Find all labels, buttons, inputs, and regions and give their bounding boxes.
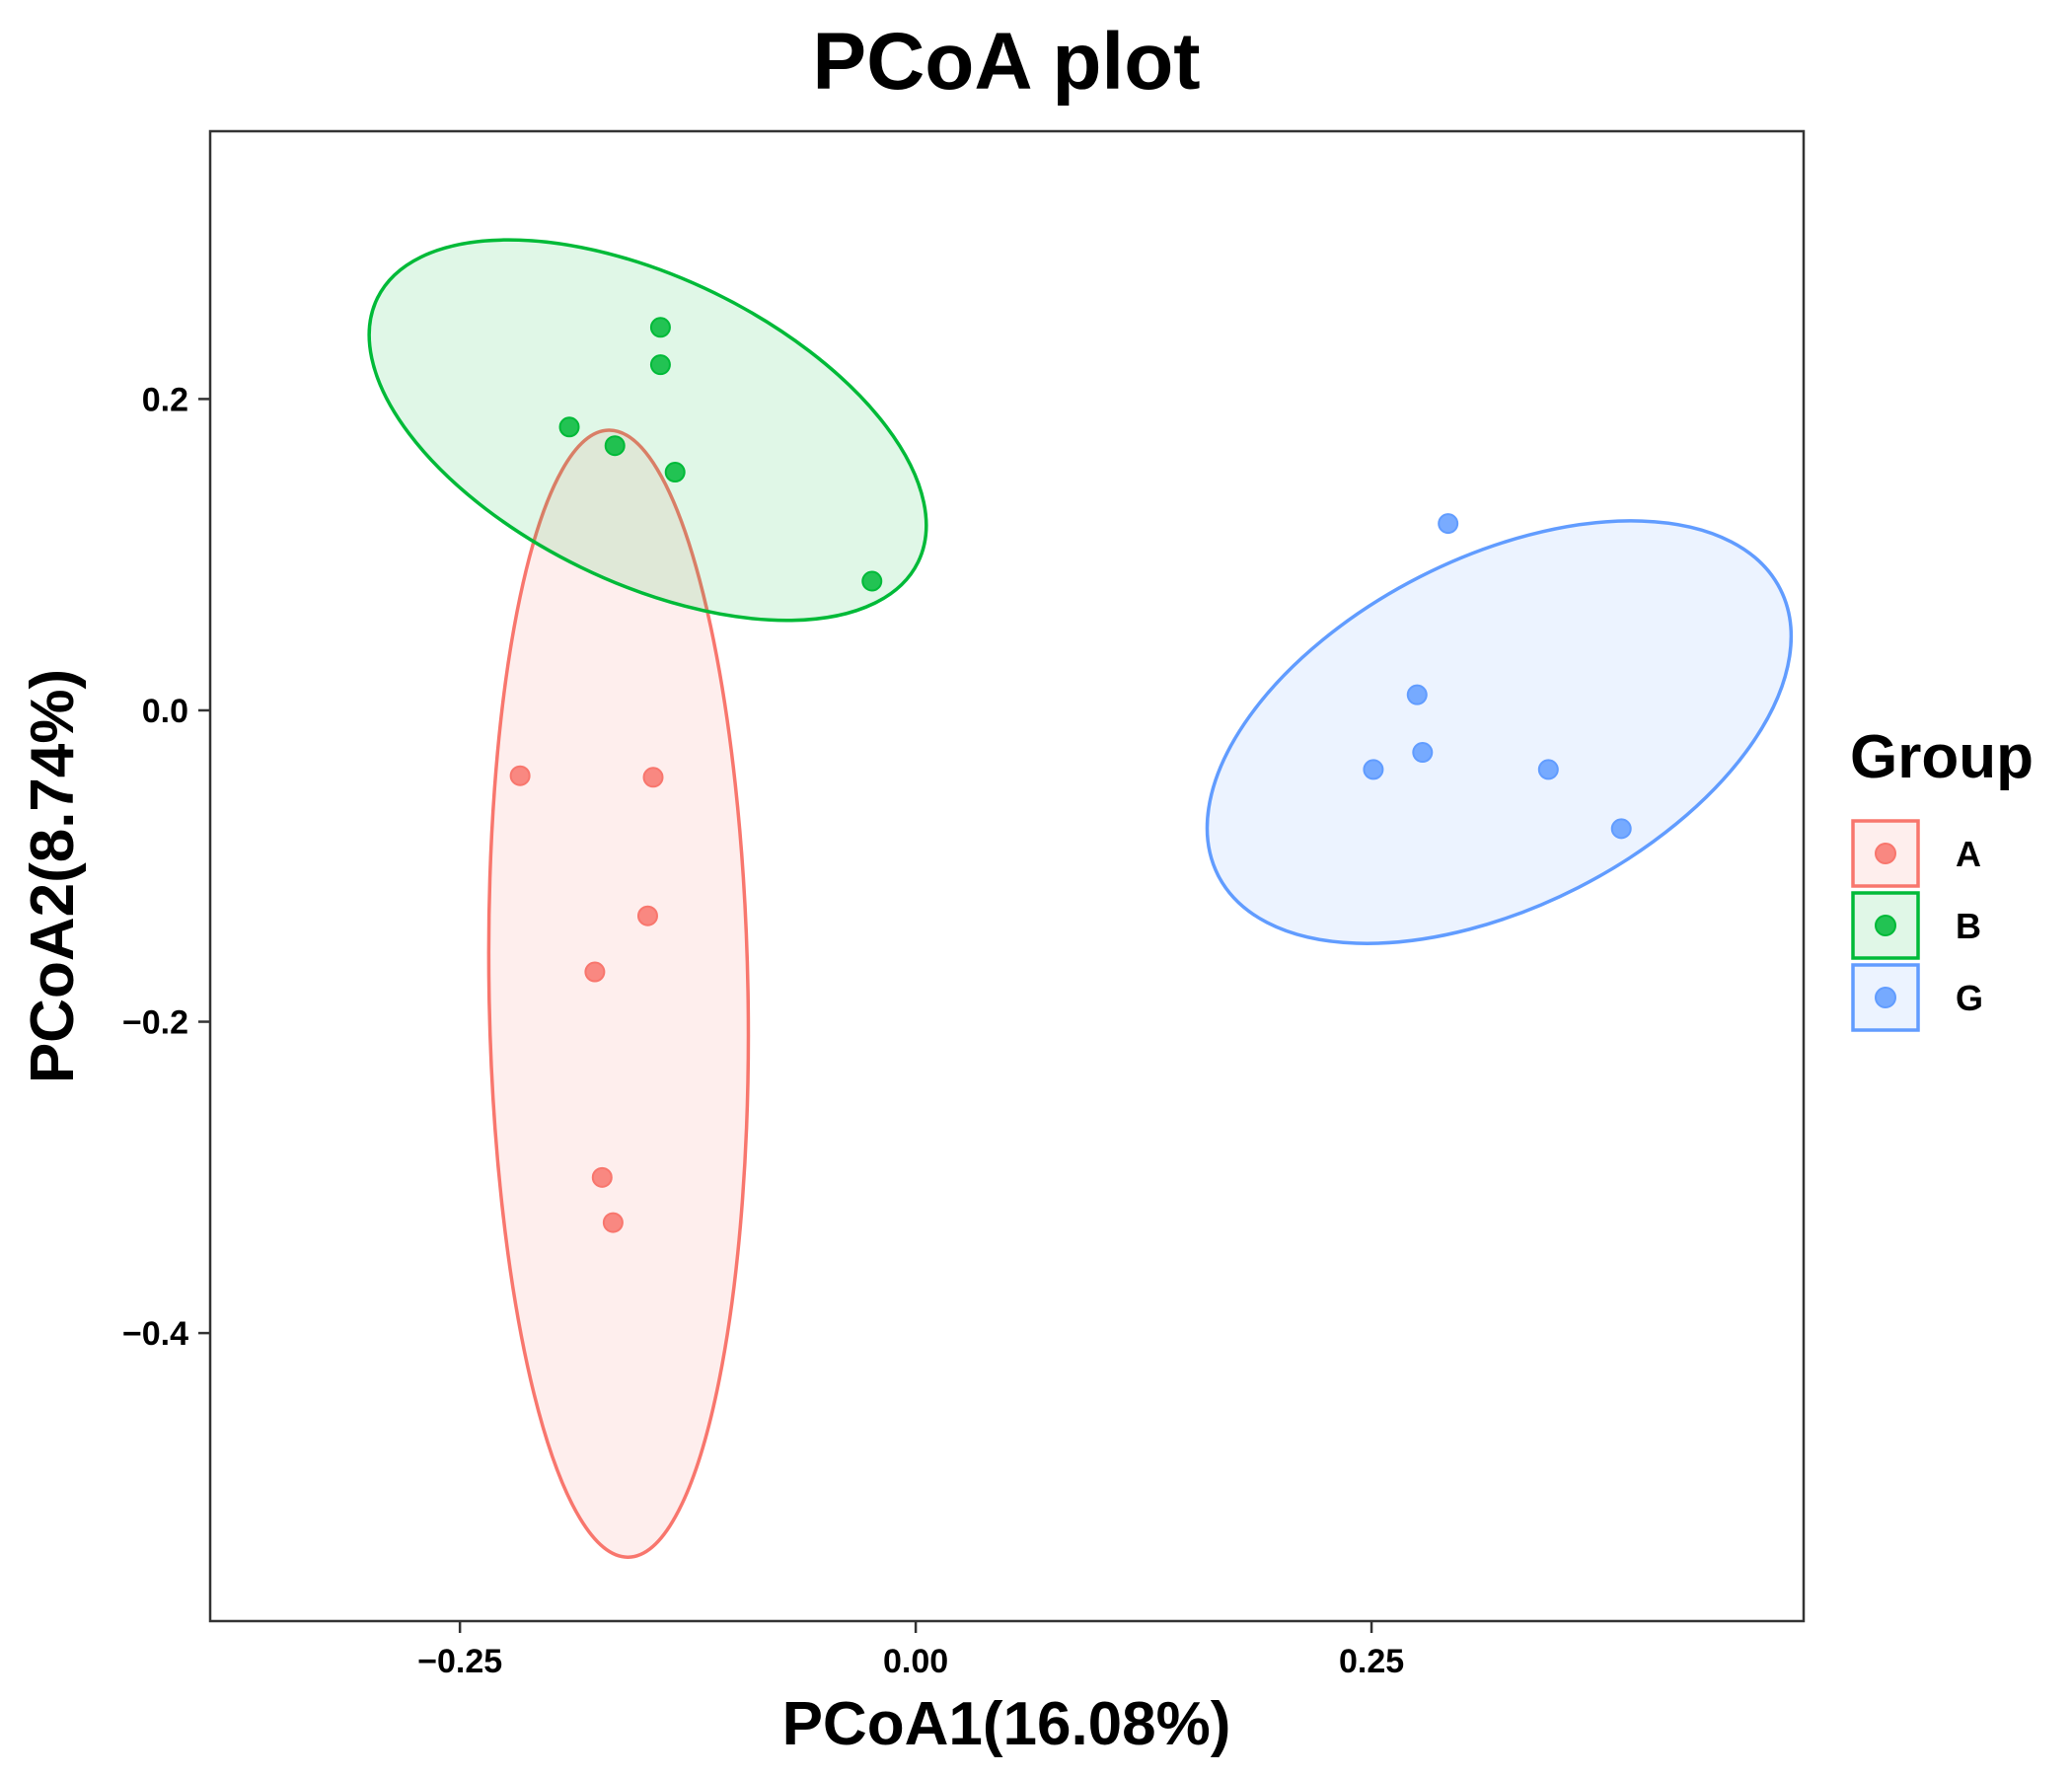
legend-point-g bbox=[1875, 987, 1896, 1008]
legend-point-a bbox=[1875, 843, 1896, 864]
plot-panel bbox=[208, 129, 1806, 1623]
x-tick-label: −0.25 bbox=[417, 1643, 502, 1680]
legend: ABG bbox=[1851, 819, 1983, 1032]
point-group-b-4 bbox=[604, 435, 626, 457]
legend-label-b: B bbox=[1956, 906, 1981, 946]
chart-title: PCoA plot bbox=[812, 17, 1200, 107]
legend-point-b bbox=[1875, 915, 1896, 936]
point-group-a-2 bbox=[642, 767, 664, 788]
ellipse-group-b bbox=[367, 238, 928, 623]
y-tick-label: −0.4 bbox=[122, 1315, 188, 1353]
y-axis: −0.4 −0.2 0.0 0.2 bbox=[122, 381, 210, 1353]
point-group-g-5 bbox=[1537, 759, 1559, 780]
ellipse-group-a bbox=[486, 428, 751, 1559]
point-group-a-3 bbox=[636, 905, 658, 926]
point-group-b-6 bbox=[861, 570, 883, 592]
legend-key-b bbox=[1851, 891, 1920, 960]
legend-label-a: A bbox=[1956, 834, 1981, 874]
point-group-g-2 bbox=[1406, 684, 1428, 705]
y-axis-title: PCoA2(8.74%) bbox=[19, 669, 87, 1083]
point-group-g-6 bbox=[1610, 818, 1632, 840]
ellipse-group-g bbox=[1205, 519, 1794, 945]
confidence-ellipses bbox=[367, 238, 1794, 1559]
legend-key-a bbox=[1851, 819, 1920, 888]
point-group-g-1 bbox=[1438, 513, 1459, 535]
point-group-b-1 bbox=[649, 317, 671, 338]
legend-label-g: G bbox=[1956, 978, 1983, 1018]
point-group-a-5 bbox=[591, 1166, 613, 1188]
point-group-a-6 bbox=[602, 1212, 624, 1233]
point-group-b-2 bbox=[649, 354, 671, 376]
data-points bbox=[509, 317, 1632, 1233]
y-tick-label: 0.0 bbox=[142, 693, 188, 730]
point-group-a-1 bbox=[509, 765, 531, 786]
point-group-g-4 bbox=[1363, 759, 1384, 780]
point-group-b-3 bbox=[558, 416, 580, 438]
x-axis-title: PCoA1(16.08%) bbox=[782, 1690, 1231, 1758]
x-tick-label: 0.25 bbox=[1339, 1643, 1404, 1680]
y-tick-label: 0.2 bbox=[142, 381, 188, 418]
point-group-a-4 bbox=[584, 961, 606, 983]
point-group-b-5 bbox=[664, 462, 686, 483]
y-tick-label: −0.2 bbox=[122, 1004, 188, 1042]
x-tick-label: 0.00 bbox=[883, 1643, 948, 1680]
legend-title: Group bbox=[1850, 723, 2034, 791]
point-group-g-3 bbox=[1412, 742, 1434, 764]
x-axis: −0.25 0.00 0.25 bbox=[417, 1621, 1404, 1680]
